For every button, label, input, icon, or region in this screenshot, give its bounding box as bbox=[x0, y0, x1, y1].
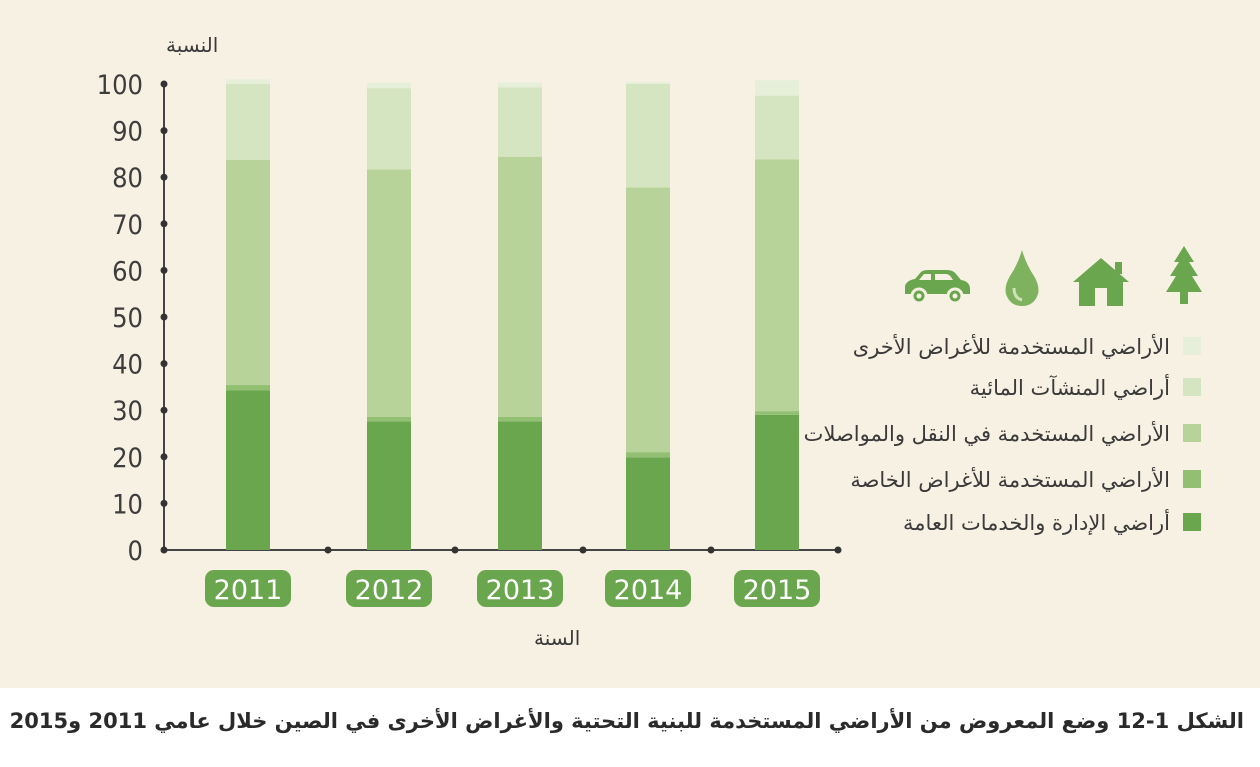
x-axis-dot bbox=[707, 546, 715, 554]
stacked-bar-chart: النسبة السنة 0 10 20 30 40 50 60 70 80 90 100 2011… bbox=[97, 33, 1202, 650]
x-axis-dot bbox=[451, 546, 459, 554]
bar-segment-2014-s3 bbox=[626, 187, 670, 453]
y-tick-label: 100 bbox=[97, 70, 143, 101]
bar-segment-2012-s3 bbox=[367, 169, 411, 417]
figure-caption: الشكل 1-12 وضع المعروض من الأراضي المستخ… bbox=[9, 709, 1244, 733]
legend-label: الأراضي المستخدمة في النقل والمواصلات bbox=[804, 421, 1170, 446]
legend-swatch bbox=[1183, 378, 1201, 396]
bar-segment-2011-s5 bbox=[226, 79, 270, 84]
y-tick-mark bbox=[160, 499, 168, 507]
bar-segment-2011-s3 bbox=[226, 159, 270, 386]
bar-segment-2012-s2 bbox=[367, 416, 411, 422]
y-axis-label: النسبة bbox=[166, 33, 218, 57]
y-tick-mark bbox=[160, 173, 168, 181]
y-tick-label: 80 bbox=[112, 163, 143, 194]
y-tick-label: 20 bbox=[112, 443, 143, 474]
y-tick-mark bbox=[160, 127, 168, 135]
y-tick-mark bbox=[160, 313, 168, 321]
bar-segment-2013-s2 bbox=[498, 416, 542, 422]
year-pill bbox=[477, 570, 563, 607]
y-tick-label: 30 bbox=[112, 396, 143, 427]
bar-segment-2011-s2 bbox=[226, 385, 270, 391]
house-icon bbox=[1073, 258, 1129, 306]
bar-segment-2012-s5 bbox=[367, 82, 411, 89]
bar-segment-2013-s4 bbox=[498, 87, 542, 157]
x-tick-label: 2013 bbox=[486, 575, 555, 606]
y-tick-label: 90 bbox=[112, 117, 143, 148]
bar-segment-2012-s1 bbox=[367, 421, 411, 550]
y-tick-mark bbox=[160, 360, 168, 368]
legend-label: الأراضي المستخدمة للأغراض الخاصة bbox=[850, 467, 1170, 492]
year-pill bbox=[734, 570, 820, 607]
bar-segment-2014-s4 bbox=[626, 84, 670, 188]
bar-segment-2015-s4 bbox=[755, 95, 799, 160]
bar-segment-2014-s2 bbox=[626, 452, 670, 458]
legend-swatch bbox=[1183, 513, 1201, 531]
x-tick-label: 2015 bbox=[743, 575, 812, 606]
legend-label: أراضي المنشآت المائية bbox=[970, 374, 1170, 400]
bar-segment-2011-s4 bbox=[226, 84, 270, 160]
y-tick-label: 40 bbox=[112, 350, 143, 381]
y-tick-label: 60 bbox=[112, 256, 143, 287]
x-tick-label: 2011 bbox=[214, 575, 283, 606]
y-tick-label: 50 bbox=[112, 303, 143, 334]
y-ticks: 0 10 20 30 40 50 60 70 80 90 100 bbox=[97, 70, 168, 567]
bar-segment-2012-s4 bbox=[367, 88, 411, 170]
bars bbox=[226, 79, 799, 550]
x-tick-label: 2012 bbox=[355, 575, 424, 606]
car-icon bbox=[905, 270, 970, 305]
x-axis-dot bbox=[579, 546, 587, 554]
y-tick-mark bbox=[160, 80, 168, 88]
legend: الأراضي المستخدمة للأغراض الأخرى أراضي ال… bbox=[804, 334, 1201, 535]
y-tick-mark bbox=[160, 546, 168, 554]
bar-segment-2013-s1 bbox=[498, 421, 542, 550]
y-tick-mark bbox=[160, 453, 168, 461]
bar-segment-2013-s5 bbox=[498, 82, 542, 88]
x-axis-dot bbox=[324, 546, 332, 554]
year-pill bbox=[205, 570, 291, 607]
y-tick-mark bbox=[160, 266, 168, 274]
y-tick-label: 10 bbox=[112, 489, 143, 520]
legend-label: الأراضي المستخدمة للأغراض الأخرى bbox=[853, 334, 1170, 359]
y-tick-label: 0 bbox=[128, 536, 143, 567]
bar-segment-2015-s1 bbox=[755, 414, 799, 550]
legend-swatch bbox=[1183, 424, 1201, 442]
bar-segment-2015-s2 bbox=[755, 411, 799, 415]
legend-swatch bbox=[1183, 470, 1201, 488]
tree-icon bbox=[1166, 246, 1202, 304]
bar-segment-2015-s3 bbox=[755, 159, 799, 412]
y-tick-mark bbox=[160, 406, 168, 414]
y-tick-label: 70 bbox=[112, 210, 143, 241]
x-tick-label: 2014 bbox=[614, 575, 683, 606]
bar-segment-2014-s1 bbox=[626, 457, 670, 550]
water-drop-icon bbox=[1005, 250, 1039, 306]
bar-segment-2011-s1 bbox=[226, 390, 270, 550]
bar-segment-2013-s3 bbox=[498, 156, 542, 417]
x-axis-label: السنة bbox=[534, 626, 580, 650]
bar-segment-2014-s5 bbox=[626, 82, 670, 84]
x-tick-labels: 2011 2012 2013 2014 2015 bbox=[205, 546, 842, 607]
bar-segment-2015-s5 bbox=[755, 80, 799, 96]
year-pill bbox=[346, 570, 432, 607]
chart-panel: النسبة السنة 0 10 20 30 40 50 60 70 80 90 100 2011… bbox=[0, 0, 1260, 688]
legend-swatch bbox=[1183, 337, 1201, 355]
x-axis-dot bbox=[834, 546, 842, 554]
year-pill bbox=[605, 570, 691, 607]
y-tick-mark bbox=[160, 220, 168, 228]
legend-label: أراضي الإدارة والخدمات العامة bbox=[903, 509, 1170, 535]
